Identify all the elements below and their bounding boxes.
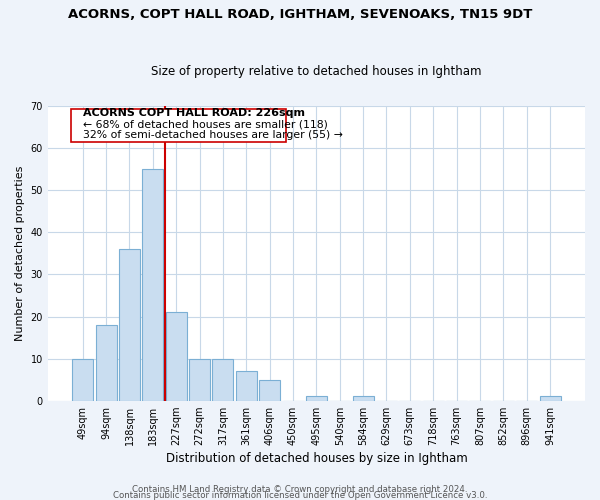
Bar: [212, 358, 233, 401]
Bar: [119, 249, 140, 400]
Bar: [259, 380, 280, 400]
Text: ← 68% of detached houses are smaller (118): ← 68% of detached houses are smaller (11…: [83, 120, 328, 130]
Text: 32% of semi-detached houses are larger (55) →: 32% of semi-detached houses are larger (…: [83, 130, 343, 140]
Text: ACORNS, COPT HALL ROAD, IGHTHAM, SEVENOAKS, TN15 9DT: ACORNS, COPT HALL ROAD, IGHTHAM, SEVENOA…: [68, 8, 532, 20]
Y-axis label: Number of detached properties: Number of detached properties: [15, 166, 25, 341]
Text: Contains HM Land Registry data © Crown copyright and database right 2024.: Contains HM Land Registry data © Crown c…: [132, 484, 468, 494]
Bar: [306, 396, 327, 400]
Text: Contains public sector information licensed under the Open Government Licence v3: Contains public sector information licen…: [113, 490, 487, 500]
Bar: [72, 358, 93, 401]
Bar: [95, 325, 116, 400]
Title: Size of property relative to detached houses in Ightham: Size of property relative to detached ho…: [151, 66, 482, 78]
Bar: [353, 396, 374, 400]
FancyBboxPatch shape: [71, 109, 286, 142]
Bar: [142, 169, 163, 400]
Bar: [166, 312, 187, 400]
Text: ACORNS COPT HALL ROAD: 226sqm: ACORNS COPT HALL ROAD: 226sqm: [83, 108, 305, 118]
X-axis label: Distribution of detached houses by size in Ightham: Distribution of detached houses by size …: [166, 452, 467, 465]
Bar: [189, 358, 210, 401]
Bar: [236, 371, 257, 400]
Bar: [539, 396, 560, 400]
